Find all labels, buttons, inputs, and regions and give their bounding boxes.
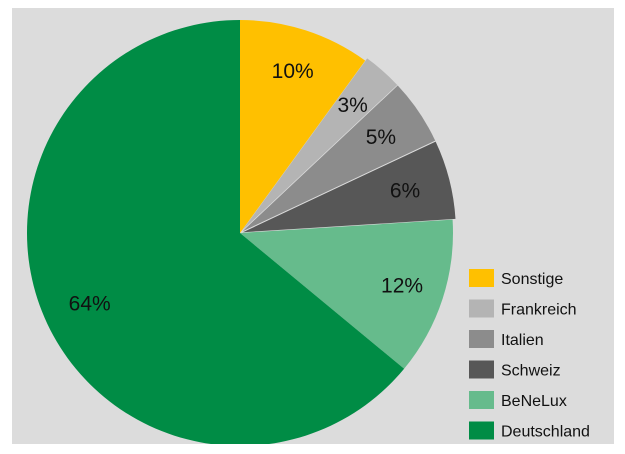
slice-label-benelux: 12%	[381, 275, 423, 298]
legend-label-italien: Italien	[501, 332, 544, 349]
legend-label-sonstige: Sonstige	[501, 271, 563, 288]
slice-label-frankreich: 3%	[338, 94, 368, 117]
legend-label-deutschland: Deutschland	[501, 424, 590, 441]
legend: Sonstige Frankreich Italien Schweiz BeNeLux D…	[469, 269, 590, 441]
pie-labels: 10% 3% 5% 6% 12% 64%	[69, 60, 423, 316]
legend-label-frankreich: Frankreich	[501, 302, 577, 319]
pie-slice-italien	[242, 85, 436, 232]
pie-slice-benelux	[240, 219, 453, 369]
legend-swatch-deutschland	[469, 421, 494, 440]
legend-swatch-frankreich	[469, 299, 494, 318]
legend-label-schweiz: Schweiz	[501, 363, 561, 380]
slice-label-italien: 5%	[366, 126, 396, 149]
slice-label-schweiz: 6%	[390, 180, 420, 203]
legend-swatch-italien	[469, 330, 494, 348]
slice-label-deutschland: 64%	[69, 293, 111, 316]
pie-slice-sonstige	[240, 20, 366, 233]
legend-swatch-schweiz	[469, 360, 494, 379]
pie-slice-schweiz	[242, 141, 456, 233]
slice-label-sonstige: 10%	[272, 60, 314, 83]
pie-chart: 10% 3% 5% 6% 12% 64% Sonstige Frankreich Italie…	[27, 20, 590, 444]
pie-slice-deutschland	[27, 20, 405, 444]
pie-slices	[27, 20, 456, 444]
legend-label-benelux: BeNeLux	[501, 393, 567, 410]
chart-panel: 10% 3% 5% 6% 12% 64% Sonstige Frankreich Italie…	[12, 8, 614, 444]
pie-slice-frankreich	[241, 58, 398, 231]
legend-swatch-benelux	[469, 391, 494, 409]
legend-swatch-sonstige	[469, 269, 494, 287]
